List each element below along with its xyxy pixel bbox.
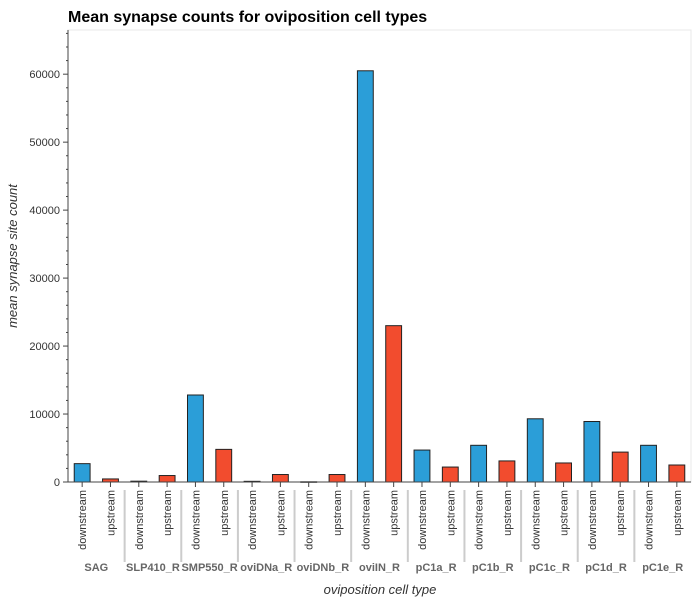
y-axis: 0 10000 20000 30000 40000 50000 60000	[29, 30, 69, 489]
x-group-label: pC1e_R	[642, 562, 683, 574]
x-subcategory-label: downstream	[134, 490, 146, 550]
bar-oviDNa_R-upstream	[271, 474, 289, 483]
bar-pC1c_R-downstream	[526, 418, 544, 483]
x-group-label: SMP550_R	[181, 562, 237, 574]
bar-pC1e_R-downstream	[640, 444, 657, 483]
x-subcategory-label: downstream	[247, 490, 259, 550]
bar-oviIN_R-upstream	[385, 325, 403, 483]
x-group-label: oviDNa_R	[240, 562, 292, 574]
x-subcategory-label: upstream	[389, 490, 401, 536]
y-tick-label: 20000	[29, 341, 60, 353]
x-subcategory-label: downstream	[190, 490, 202, 550]
x-subcategory-label: upstream	[672, 490, 684, 536]
x-subcategory-label: downstream	[360, 490, 372, 550]
x-subcategory-label: upstream	[275, 490, 287, 536]
chart-title: Mean synapse counts for oviposition cell…	[68, 9, 427, 26]
bar-oviIN_R-downstream	[356, 70, 374, 483]
y-tick-label: 30000	[29, 273, 60, 285]
x-subcategory-label: upstream	[105, 490, 117, 536]
x-group-label: SLP410_R	[126, 562, 180, 574]
x-subcategory-label: upstream	[615, 490, 627, 536]
y-tick-label: 0	[54, 477, 60, 489]
bars	[73, 70, 686, 483]
x-group-label: oviDNb_R	[297, 562, 350, 574]
bar-pC1b_R-upstream	[498, 460, 516, 483]
plot-area	[67, 29, 692, 483]
x-subcategory-label: downstream	[417, 490, 429, 550]
y-tick-label: 40000	[29, 205, 60, 217]
bar-pC1a_R-downstream	[413, 449, 431, 483]
y-tick-label: 50000	[29, 137, 60, 149]
x-group-label: oviIN_R	[359, 562, 400, 574]
bar-pC1b_R-downstream	[470, 444, 488, 483]
x-subcategory-label: downstream	[644, 490, 656, 550]
x-subcategory-label: upstream	[219, 490, 231, 536]
x-group-label: pC1b_R	[472, 562, 514, 574]
x-subcategory-label: downstream	[474, 490, 486, 550]
x-group-label: SAG	[84, 562, 108, 574]
bar-SLP410_R-upstream	[158, 475, 176, 483]
x-subcategory-label: upstream	[162, 490, 174, 536]
x-subcategory-label: downstream	[530, 490, 542, 550]
x-axis: downstream upstream SAG downstream upstream S…	[68, 481, 691, 574]
bar-pC1e_R-upstream	[668, 464, 686, 483]
bar-oviDNb_R-upstream	[328, 474, 346, 483]
y-tick-label: 60000	[29, 69, 60, 81]
bar-SMP550_R-downstream	[187, 394, 204, 483]
bar-SMP550_R-upstream	[215, 448, 233, 483]
bar-pC1d_R-upstream	[611, 451, 629, 483]
x-group-label: pC1a_R	[416, 562, 457, 574]
x-subcategory-label: upstream	[559, 490, 571, 536]
bar-pC1a_R-upstream	[441, 466, 459, 483]
y-axis-label: mean synapse site count	[5, 183, 20, 328]
x-axis-label: oviposition cell type	[324, 582, 437, 597]
x-group-label: pC1c_R	[529, 562, 570, 574]
x-subcategory-label: upstream	[332, 490, 344, 536]
x-subcategory-label: downstream	[587, 490, 599, 550]
y-tick-label: 10000	[29, 409, 60, 421]
x-group-label: pC1d_R	[585, 562, 627, 574]
x-subcategory-label: upstream	[502, 490, 514, 536]
bar-pC1c_R-upstream	[555, 462, 572, 483]
bar-pC1d_R-downstream	[583, 421, 601, 483]
x-subcategory-label: downstream	[304, 490, 316, 550]
x-subcategory-label: downstream	[77, 490, 89, 550]
x-subcategory-label: upstream	[445, 490, 457, 536]
bar-SAG-downstream	[73, 463, 91, 483]
